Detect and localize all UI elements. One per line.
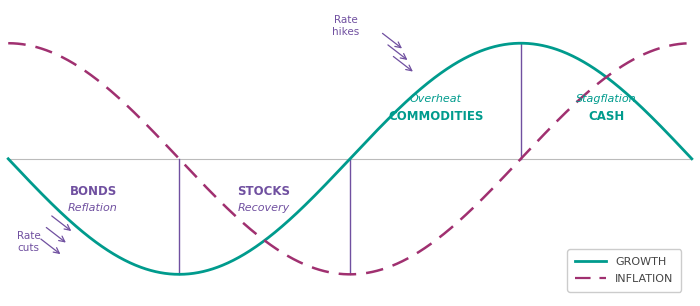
Text: Overheat: Overheat <box>410 94 462 104</box>
Legend: GROWTH, INFLATION: GROWTH, INFLATION <box>567 249 681 292</box>
Text: Reflation: Reflation <box>68 203 118 214</box>
Text: Rate
cuts: Rate cuts <box>17 231 41 253</box>
Text: COMMODITIES: COMMODITIES <box>388 110 484 122</box>
Text: Rate
hikes: Rate hikes <box>332 15 359 37</box>
Text: BONDS: BONDS <box>69 185 117 198</box>
Text: CASH: CASH <box>589 110 624 122</box>
Text: Stagflation: Stagflation <box>576 94 637 104</box>
Text: Recovery: Recovery <box>238 203 290 214</box>
Text: STOCKS: STOCKS <box>237 185 290 198</box>
